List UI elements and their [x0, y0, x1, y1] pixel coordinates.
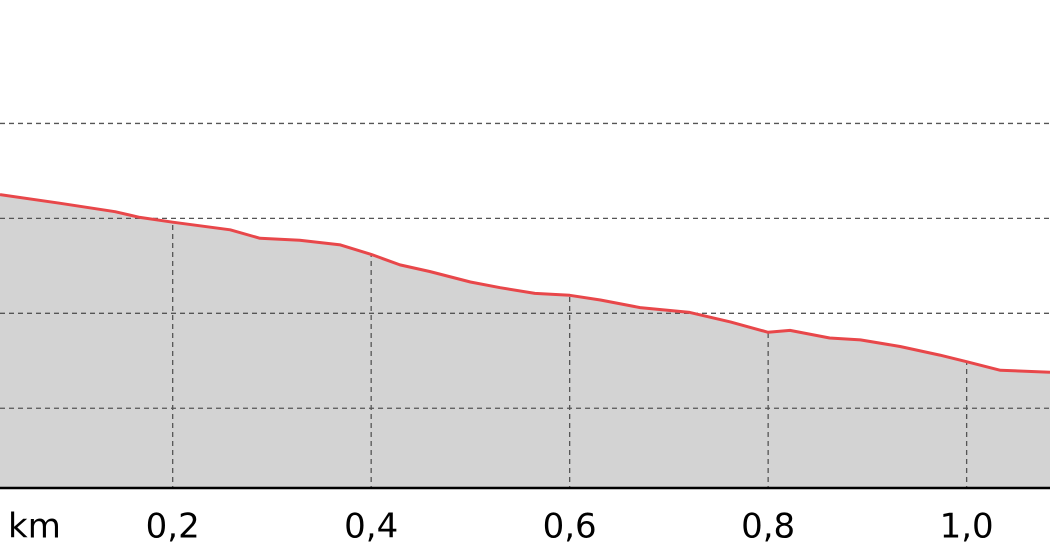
line-layer — [0, 193, 1050, 374]
x-tick-label: 0,6 — [543, 507, 597, 547]
x-tick-label: 1,0 — [940, 507, 994, 547]
x-tick-label: 0,8 — [741, 507, 795, 547]
horizontal-grid — [0, 122, 1050, 409]
x-tick-label: 0,2 — [146, 507, 200, 547]
area-fill — [0, 194, 1050, 488]
x-tick-label: 0,4 — [344, 507, 398, 547]
elevation-line — [0, 193, 1050, 374]
x-axis-label: km — [8, 507, 61, 547]
area-layer — [0, 194, 1050, 488]
